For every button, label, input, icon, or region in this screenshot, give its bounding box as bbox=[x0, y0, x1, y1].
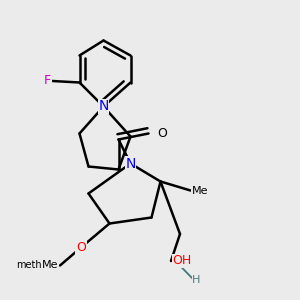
Text: O: O bbox=[76, 241, 86, 254]
Text: N: N bbox=[125, 157, 136, 170]
Text: F: F bbox=[44, 74, 51, 88]
Text: N: N bbox=[98, 100, 109, 113]
Text: OH: OH bbox=[172, 254, 192, 268]
Text: Me: Me bbox=[42, 260, 58, 271]
Text: methoxy: methoxy bbox=[16, 260, 58, 271]
Text: H: H bbox=[192, 274, 201, 285]
Text: O: O bbox=[158, 127, 167, 140]
Text: Me: Me bbox=[192, 185, 208, 196]
